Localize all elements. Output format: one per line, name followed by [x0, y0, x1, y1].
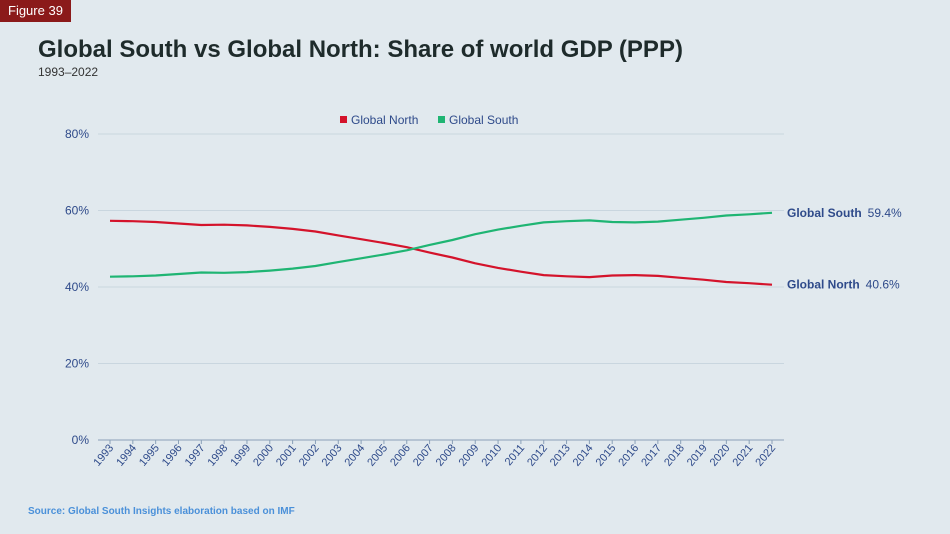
legend-swatch [340, 116, 347, 123]
y-tick-label: 0% [72, 433, 90, 447]
x-tick-label: 1993 [91, 442, 116, 468]
y-tick-label: 60% [65, 204, 89, 218]
x-tick-label: 2013 [548, 442, 573, 468]
end-label: Global South 59.4% [787, 206, 902, 220]
x-tick-label: 2017 [639, 442, 664, 468]
x-tick-label: 1994 [114, 442, 139, 468]
x-tick-label: 2016 [616, 442, 641, 468]
x-tick-label: 1998 [206, 442, 231, 468]
x-tick-label: 2002 [297, 442, 322, 468]
x-tick-label: 2014 [571, 442, 596, 468]
x-tick-label: 2003 [320, 442, 345, 468]
series-line-global-south [109, 211, 773, 278]
series-line-global-north [109, 219, 773, 286]
y-tick-label: 20% [65, 357, 89, 371]
x-tick-label: 2022 [753, 442, 778, 468]
y-tick-label: 40% [65, 280, 89, 294]
x-tick-label: 2000 [251, 442, 276, 468]
chart-title: Global South vs Global North: Share of w… [38, 36, 683, 63]
x-tick-label: 2005 [365, 442, 390, 468]
x-tick-label: 2006 [388, 442, 413, 468]
source-note: Source: Global South Insights elaboratio… [28, 506, 295, 517]
x-tick-label: 2019 [685, 442, 710, 468]
chart-subtitle: 1993–2022 [38, 65, 99, 79]
legend-label: Global North [351, 113, 418, 127]
end-label: Global North 40.6% [787, 278, 900, 292]
legend-swatch [438, 116, 445, 123]
x-tick-label: 2001 [274, 442, 299, 468]
x-tick-label: 2020 [708, 442, 733, 468]
x-tick-label: 2018 [662, 442, 687, 468]
x-tick-label: 2007 [411, 442, 436, 468]
x-tick-label: 2015 [594, 442, 619, 468]
x-tick-label: 2021 [731, 442, 756, 468]
y-tick-label: 80% [65, 127, 89, 141]
x-tick-label: 2008 [434, 442, 459, 468]
x-tick-label: 2004 [342, 442, 367, 468]
x-tick-label: 1999 [228, 442, 253, 468]
x-tick-label: 2010 [479, 442, 504, 468]
x-tick-label: 2012 [525, 442, 550, 468]
x-tick-label: 1996 [160, 442, 185, 468]
x-tick-label: 1995 [137, 442, 162, 468]
x-tick-label: 2011 [503, 442, 527, 468]
x-tick-label: 2009 [457, 442, 482, 468]
figure-badge: Figure 39 [0, 0, 71, 22]
legend-label: Global South [449, 113, 518, 127]
x-tick-label: 1997 [183, 442, 208, 468]
